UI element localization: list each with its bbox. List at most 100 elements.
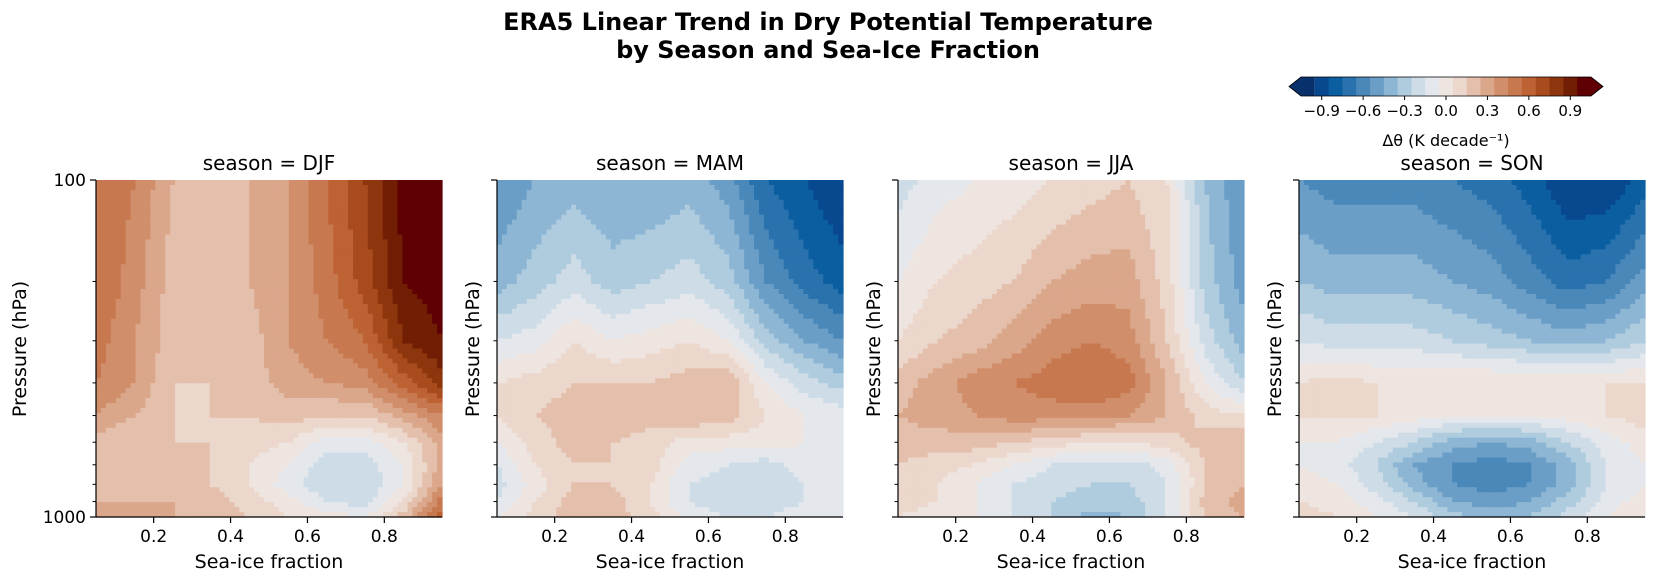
contour-cell [328, 249, 334, 255]
contour-cell [160, 388, 166, 394]
contour-cell [110, 214, 117, 221]
contour-cell [357, 373, 364, 379]
contour-cell [145, 180, 151, 186]
contour-cell [214, 497, 221, 503]
contour-cell [219, 343, 226, 350]
contour-cell [120, 259, 127, 265]
contour-cell [600, 180, 607, 186]
contour-cell [803, 180, 809, 186]
contour-cell [293, 388, 300, 394]
contour-cell [308, 422, 315, 429]
contour-cell [402, 477, 408, 483]
contour-cell [283, 323, 290, 330]
contour-cell [328, 457, 334, 464]
contour-cell [402, 348, 408, 355]
contour-cell [110, 313, 117, 320]
contour-cell [135, 189, 142, 196]
contour-cell [402, 249, 408, 255]
contour-cell [392, 368, 399, 374]
contour-cell [362, 234, 369, 241]
contour-cell [372, 398, 379, 404]
contour-cell [293, 293, 300, 300]
contour-cell [298, 442, 305, 449]
contour-cell [333, 442, 339, 449]
contour-cell [293, 383, 300, 389]
contour-cell [318, 482, 324, 488]
panel-title-djf: season = DJF [203, 151, 336, 175]
contour-cell [239, 259, 245, 265]
contour-cell [348, 224, 354, 231]
contour-cell [199, 259, 206, 265]
contour-cell [244, 383, 250, 389]
contour-cell [338, 427, 344, 434]
contour-cell [180, 432, 186, 439]
contour-cell [328, 403, 334, 409]
contour-cell [367, 497, 374, 503]
contour-cell [115, 224, 122, 231]
contour-cell [343, 318, 349, 325]
contour-cell [318, 328, 324, 335]
contour-cell [135, 219, 142, 226]
contour-cell [367, 437, 374, 444]
contour-cell [353, 293, 359, 300]
contour-cell [155, 298, 161, 305]
contour-cell [110, 398, 117, 404]
contour-cell [387, 403, 394, 409]
contour-cell [402, 289, 408, 295]
contour-cell [249, 407, 255, 414]
contour-cell [273, 432, 280, 439]
contour-cell [313, 298, 320, 305]
contour-cell [323, 373, 329, 379]
contour-cell [155, 502, 161, 508]
contour-cell [768, 184, 775, 191]
contour-cell [229, 284, 235, 290]
contour-cell [422, 388, 428, 394]
contour-cell [308, 482, 315, 488]
contour-cell [115, 398, 122, 404]
contour-cell [313, 224, 320, 231]
contour-cell [130, 388, 137, 394]
contour-cell [150, 259, 156, 265]
contour-cell [348, 289, 354, 295]
contour-cell [175, 388, 181, 394]
contour-cell [303, 422, 310, 429]
contour-cell [348, 452, 354, 459]
contour-cell [120, 388, 127, 394]
contour-cell [338, 388, 344, 394]
contour-cell [155, 333, 161, 340]
contour-cell [234, 442, 240, 449]
contour-cell [249, 209, 255, 216]
contour-cell [194, 289, 201, 295]
contour-cell [397, 383, 404, 389]
contour-cell [105, 209, 112, 216]
contour-cell [100, 373, 107, 379]
contour-cell [115, 462, 122, 469]
contour-cell [387, 224, 394, 231]
contour-cell [387, 323, 394, 330]
contour-cell [254, 274, 260, 280]
contour-cell [432, 338, 438, 345]
contour-cell [303, 249, 310, 255]
contour-cell [209, 348, 216, 355]
contour-cell [318, 194, 324, 201]
contour-cell [239, 497, 245, 503]
contour-cell [110, 209, 117, 216]
contour-cell [180, 348, 186, 355]
contour-cell [343, 487, 349, 493]
contour-cell [590, 189, 597, 196]
contour-cell [288, 452, 295, 459]
contour-cell [115, 363, 122, 369]
contour-cell [367, 239, 374, 246]
contour-cell [382, 180, 389, 186]
contour-cell [234, 219, 240, 226]
contour-cell [150, 333, 156, 340]
contour-cell [269, 189, 275, 196]
contour-cell [155, 447, 161, 454]
contour-cell [130, 353, 137, 360]
contour-cell [412, 289, 418, 295]
contour-cell [96, 293, 102, 300]
contour-cell [110, 383, 117, 389]
contour-cell [160, 328, 166, 335]
contour-cell [308, 229, 315, 236]
contour-cell [357, 378, 364, 384]
